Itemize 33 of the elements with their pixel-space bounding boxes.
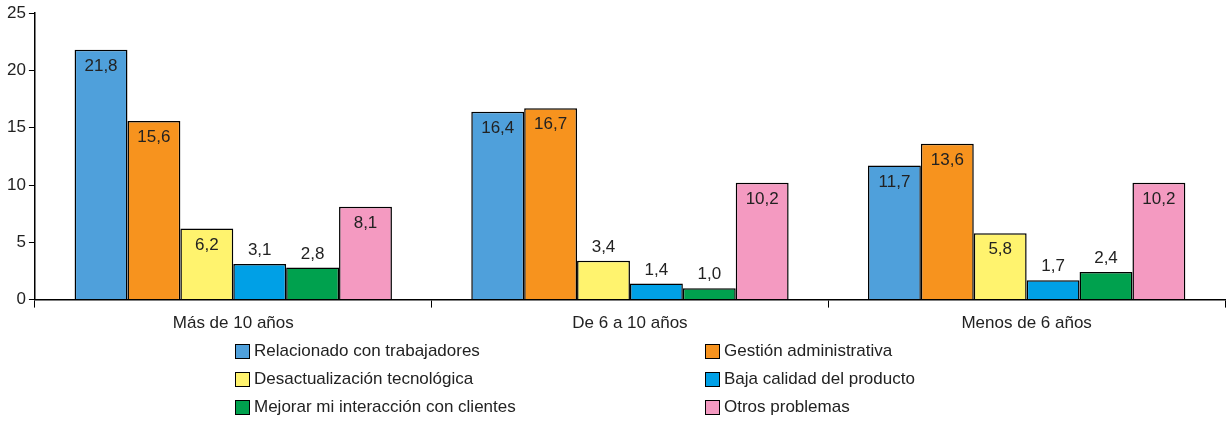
legend-label: Desactualización tecnológica xyxy=(254,369,474,389)
legend-label: Baja calidad del producto xyxy=(724,369,915,389)
y-tick-label: 25 xyxy=(6,2,26,22)
y-tick-label: 5 xyxy=(16,232,26,252)
data-label: 16,7 xyxy=(534,114,568,134)
data-label: 1,7 xyxy=(1041,256,1065,276)
y-tick-label: 15 xyxy=(6,117,26,137)
data-label: 3,1 xyxy=(247,240,272,260)
data-label: 1,4 xyxy=(644,259,669,279)
data-label: 3,4 xyxy=(591,236,616,256)
data-label: 2,8 xyxy=(300,243,325,263)
x-tick-label: Más de 10 años xyxy=(172,313,294,333)
x-tick-label: Menos de 6 años xyxy=(961,313,1092,333)
x-tick-label: De 6 a 10 años xyxy=(572,313,688,333)
data-label: 21,8 xyxy=(84,56,118,76)
legend-label: Otros problemas xyxy=(724,397,850,417)
data-label: 10,2 xyxy=(745,188,779,208)
legend-label: Relacionado con trabajadores xyxy=(254,341,480,361)
y-tick-label: 0 xyxy=(16,289,26,309)
data-label: 10,2 xyxy=(1142,188,1176,208)
y-tick-label: 20 xyxy=(6,60,26,80)
data-label: 5,8 xyxy=(988,239,1013,259)
data-label: 16,4 xyxy=(481,117,515,137)
y-tick-label: 10 xyxy=(6,174,26,194)
data-label: 1,0 xyxy=(697,264,722,284)
data-label: 15,6 xyxy=(137,127,171,147)
data-label: 11,7 xyxy=(878,171,911,191)
data-label: 13,6 xyxy=(930,149,964,169)
legend-label: Gestión administrativa xyxy=(724,341,893,361)
data-label: 8,1 xyxy=(353,212,378,232)
data-label: 6,2 xyxy=(194,234,219,254)
data-label: 2,4 xyxy=(1094,248,1118,268)
legend-label: Mejorar mi interacción con clientes xyxy=(254,397,516,417)
